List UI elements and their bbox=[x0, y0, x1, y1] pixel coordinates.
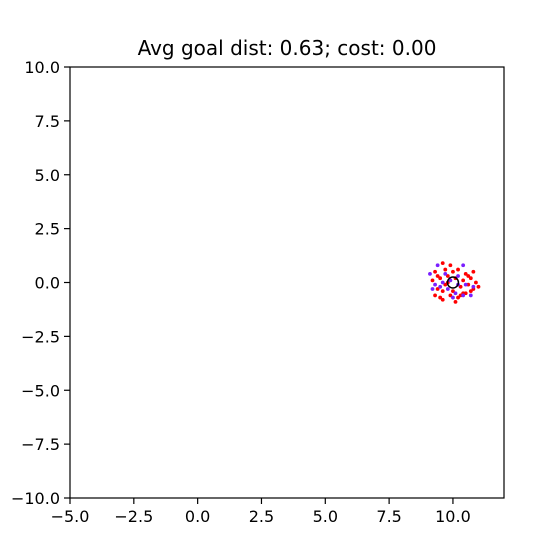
x-tick-label: 5.0 bbox=[313, 507, 338, 526]
x-tick-label: 7.5 bbox=[376, 507, 401, 526]
scatter-point bbox=[448, 263, 452, 267]
y-tick-label: −5.0 bbox=[21, 381, 60, 400]
y-tick-label: −10.0 bbox=[11, 489, 60, 508]
scatter-point bbox=[431, 278, 435, 282]
y-tick-label: 2.5 bbox=[35, 220, 60, 239]
x-tick-label: −2.5 bbox=[114, 507, 153, 526]
scatter-point bbox=[454, 300, 458, 304]
y-tick-label: 7.5 bbox=[35, 112, 60, 131]
scatter-point bbox=[461, 294, 465, 298]
scatter-point bbox=[443, 272, 447, 276]
scatter-point bbox=[441, 261, 445, 265]
x-tick-label: 0.0 bbox=[185, 507, 210, 526]
scatter-point bbox=[441, 281, 445, 285]
chart-title: Avg goal dist: 0.63; cost: 0.00 bbox=[138, 36, 437, 60]
scatter-point bbox=[477, 285, 481, 289]
x-axis: −5.0 −2.5 0.0 2.5 5.0 7.5 10.0 bbox=[51, 498, 471, 526]
scatter-point bbox=[469, 289, 473, 293]
scatter-point bbox=[474, 281, 478, 285]
scatter-point bbox=[451, 270, 455, 274]
scatter-point bbox=[461, 278, 465, 282]
scatter-point bbox=[469, 294, 473, 298]
scatter-point bbox=[466, 274, 470, 278]
scatter-point bbox=[433, 294, 437, 298]
y-tick-label: −2.5 bbox=[21, 327, 60, 346]
x-tick-label: 10.0 bbox=[435, 507, 471, 526]
y-axis: −10.0 −7.5 −5.0 −2.5 0.0 2.5 5.0 7.5 10.0 bbox=[11, 58, 70, 508]
scatter-point bbox=[438, 285, 442, 289]
y-tick-label: 0.0 bbox=[35, 274, 60, 293]
plot-frame bbox=[70, 67, 504, 498]
scatter-point bbox=[433, 283, 437, 287]
y-tick-label: 5.0 bbox=[35, 166, 60, 185]
scatter-point bbox=[471, 285, 475, 289]
scatter-point bbox=[451, 296, 455, 300]
scatter-point bbox=[471, 270, 475, 274]
scatter-point bbox=[456, 268, 460, 272]
scatter-point bbox=[436, 263, 440, 267]
points-layer bbox=[428, 261, 480, 304]
scatter-point bbox=[436, 274, 440, 278]
scatter-point bbox=[428, 272, 432, 276]
x-tick-label: −5.0 bbox=[51, 507, 90, 526]
scatter-point bbox=[438, 296, 442, 300]
scatter-point bbox=[431, 287, 435, 291]
scatter-point bbox=[441, 289, 445, 293]
y-tick-label: 10.0 bbox=[24, 58, 60, 77]
scatter-point bbox=[433, 270, 437, 274]
scatter-point bbox=[446, 287, 450, 291]
scatter-point bbox=[443, 268, 447, 272]
scatter-point bbox=[461, 263, 465, 267]
scatter-point bbox=[464, 283, 468, 287]
y-tick-label: −7.5 bbox=[21, 435, 60, 454]
scatter-point bbox=[454, 291, 458, 295]
x-tick-label: 2.5 bbox=[249, 507, 274, 526]
scatter-point bbox=[456, 274, 460, 278]
